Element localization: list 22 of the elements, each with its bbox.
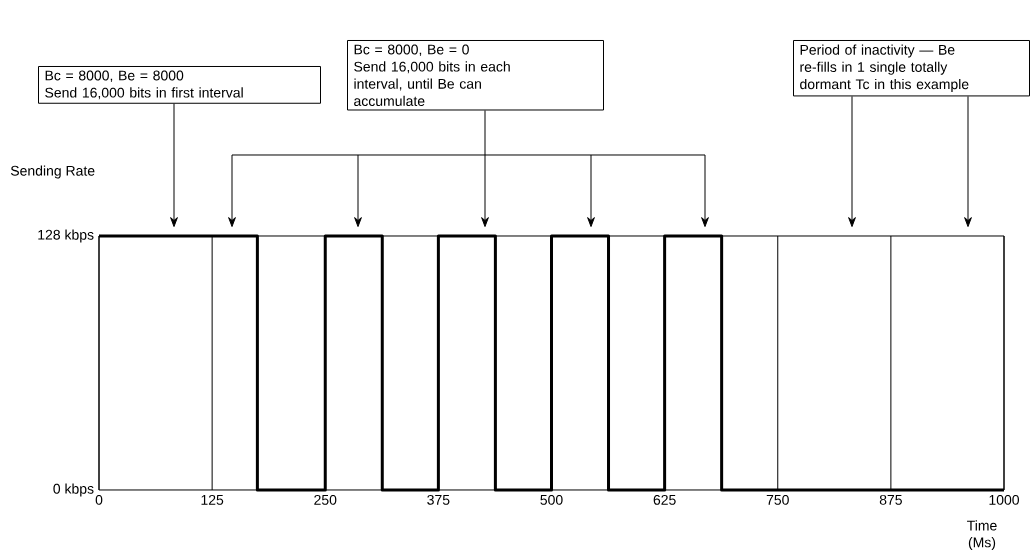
text: accumulate — [354, 95, 425, 107]
x-tick-label: 375 — [427, 494, 450, 505]
text: dormant Tc in this example — [800, 78, 969, 92]
x-axis-title: Time (Ms) — [967, 520, 997, 551]
text: re-fills in 1 single totally — [800, 61, 948, 75]
text: Bc = 8000, Be = 8000 — [45, 70, 184, 83]
x-tick-label: 0 — [95, 494, 103, 505]
x-tick-label: 125 — [201, 494, 224, 505]
x-tick-label: 875 — [879, 494, 902, 505]
x-tick-label: 750 — [766, 494, 789, 505]
x-tick-label: 1000 — [989, 494, 1020, 505]
text: Bc = 8000, Be = 0 — [354, 44, 469, 57]
text: Period of inactivity — Be — [800, 44, 955, 58]
text: Send 16,000 bits in first interval — [45, 87, 243, 100]
x-tick-label: 250 — [314, 494, 337, 505]
x-tick-label: 500 — [540, 494, 563, 505]
y-axis-title: Sending Rate — [10, 165, 95, 179]
x-tick-label: 625 — [653, 494, 676, 505]
y-tick-label: 128 kbps — [38, 229, 94, 243]
text: interval, until Be can — [354, 78, 481, 91]
y-tick-label: 0 kbps — [53, 483, 94, 497]
text: Send 16,000 bits in each — [354, 61, 510, 74]
